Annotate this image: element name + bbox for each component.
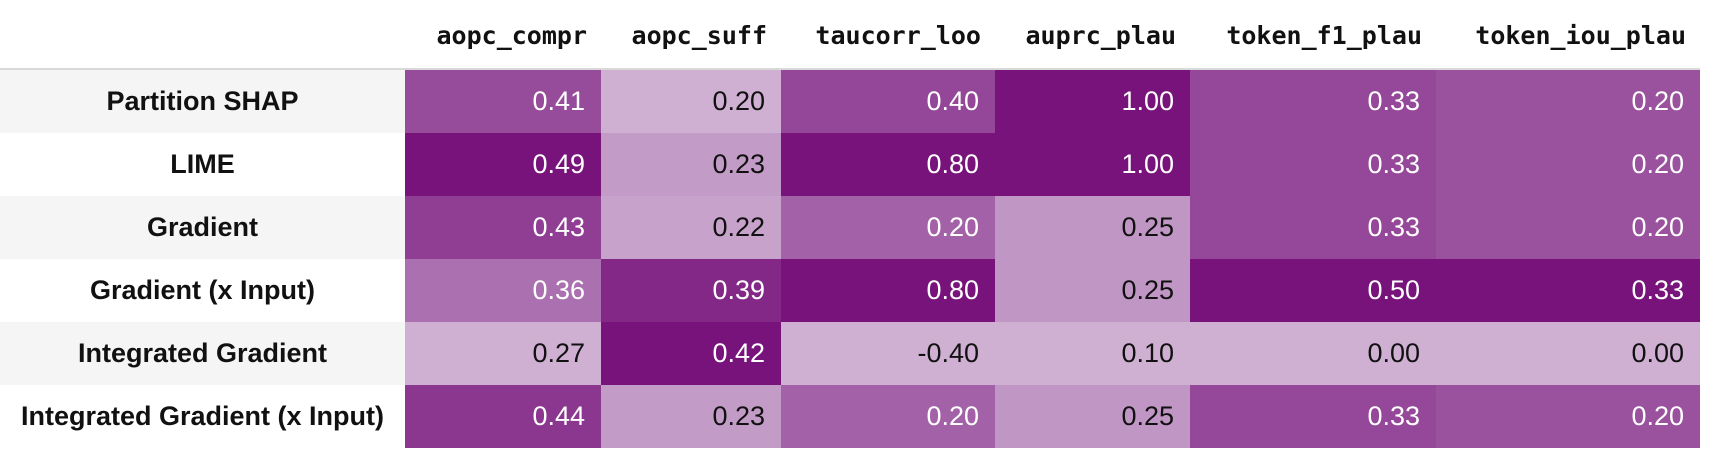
heatmap-cell: 1.00	[995, 70, 1190, 133]
table-row: Gradient (x Input) 0.36 0.39 0.80 0.25 0.50 0.…	[0, 259, 1700, 322]
row-label: Partition SHAP	[0, 70, 405, 133]
heatmap-cell: 0.33	[1190, 70, 1436, 133]
column-header-taucorr-loo: taucorr_loo	[815, 21, 981, 50]
heatmap-cell: 0.10	[995, 322, 1190, 385]
heatmap-cell: 0.25	[995, 196, 1190, 259]
table-row: Partition SHAP 0.41 0.20 0.40 1.00 0.33 0.20	[0, 70, 1700, 133]
row-label: Integrated Gradient	[0, 322, 405, 385]
heatmap-cell: 0.25	[995, 259, 1190, 322]
heatmap-cell: 0.33	[1190, 385, 1436, 448]
heatmap-cell: -0.40	[781, 322, 995, 385]
column-header-auprc-plau: auprc_plau	[1025, 21, 1176, 50]
row-label: Gradient (x Input)	[0, 259, 405, 322]
heatmap-cell: 0.80	[781, 133, 995, 196]
heatmap-cell: 0.23	[601, 133, 781, 196]
heatmap-cell: 0.33	[1190, 133, 1436, 196]
heatmap-cell: 0.41	[405, 70, 601, 133]
heatmap-cell: 0.80	[781, 259, 995, 322]
row-label: Gradient	[0, 196, 405, 259]
header-row: aopc_compr aopc_suff taucorr_loo auprc_plau…	[0, 0, 1714, 69]
heatmap-cell: 0.20	[781, 196, 995, 259]
heatmap-cell: 0.33	[1190, 196, 1436, 259]
heatmap-cell: 0.20	[1436, 196, 1700, 259]
heatmap-cell: 0.20	[601, 70, 781, 133]
heatmap-cell: 0.39	[601, 259, 781, 322]
heatmap-cell: 0.20	[1436, 133, 1700, 196]
heatmap-cell: 0.36	[405, 259, 601, 322]
table-row: Integrated Gradient 0.27 0.42 -0.40 0.10 0.00…	[0, 322, 1700, 385]
table-row: Integrated Gradient (x Input) 0.44 0.23 0.2…	[0, 385, 1700, 448]
row-label: LIME	[0, 133, 405, 196]
heatmap-cell: 0.25	[995, 385, 1190, 448]
row-label: Integrated Gradient (x Input)	[0, 385, 405, 448]
heatmap-cell: 0.50	[1190, 259, 1436, 322]
heatmap-cell: 0.20	[781, 385, 995, 448]
heatmap-cell: 1.00	[995, 133, 1190, 196]
header-divider	[0, 68, 1700, 70]
heatmap-cell: 0.33	[1436, 259, 1700, 322]
heatmap-cell: 0.20	[1436, 385, 1700, 448]
heatmap-cell: 0.44	[405, 385, 601, 448]
table-row: Gradient 0.43 0.22 0.20 0.25 0.33 0.20	[0, 196, 1700, 259]
heatmap-cell: 0.22	[601, 196, 781, 259]
heatmap-cell: 0.27	[405, 322, 601, 385]
heatmap-cell: 0.43	[405, 196, 601, 259]
heatmap-cell: 0.40	[781, 70, 995, 133]
heatmap-cell: 0.20	[1436, 70, 1700, 133]
heatmap-cell: 0.00	[1190, 322, 1436, 385]
column-header-token-iou-plau: token_iou_plau	[1475, 21, 1686, 50]
column-header-aopc-compr: aopc_compr	[436, 21, 587, 50]
heatmap-cell: 0.49	[405, 133, 601, 196]
column-header-aopc-suff: aopc_suff	[631, 21, 767, 50]
heatmap-cell: 0.00	[1436, 322, 1700, 385]
heatmap-cell: 0.42	[601, 322, 781, 385]
column-header-token-f1-plau: token_f1_plau	[1226, 21, 1422, 50]
heatmap-cell: 0.23	[601, 385, 781, 448]
table-row: LIME 0.49 0.23 0.80 1.00 0.33 0.20	[0, 133, 1700, 196]
